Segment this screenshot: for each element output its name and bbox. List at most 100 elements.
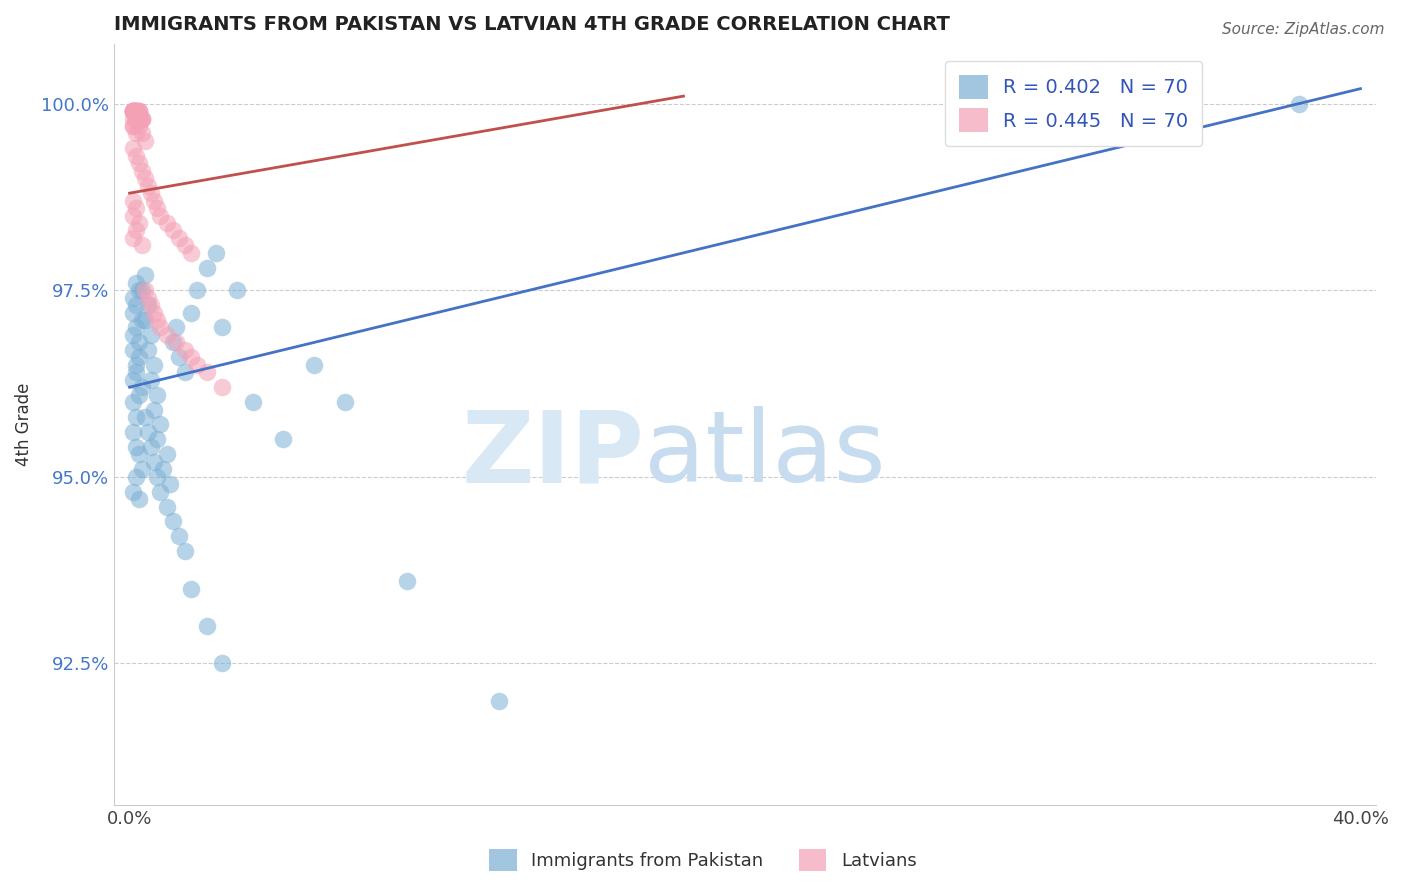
Point — [125, 358, 148, 372]
Point — [131, 112, 153, 126]
Point — [159, 477, 181, 491]
Point — [125, 410, 148, 425]
Point — [125, 112, 148, 126]
Point — [204, 245, 226, 260]
Point — [125, 149, 148, 163]
Point — [121, 103, 143, 118]
Point — [155, 500, 177, 514]
Point — [121, 103, 143, 118]
Point — [273, 433, 295, 447]
Point — [242, 395, 264, 409]
Point — [165, 335, 187, 350]
Point — [146, 433, 169, 447]
Point — [131, 283, 153, 297]
Point — [125, 365, 148, 379]
Point — [143, 194, 166, 208]
Point — [136, 178, 159, 193]
Point — [131, 380, 153, 394]
Point — [152, 462, 174, 476]
Point — [180, 582, 202, 596]
Point — [149, 320, 172, 334]
Point — [121, 103, 143, 118]
Point — [128, 103, 150, 118]
Point — [226, 283, 249, 297]
Point — [180, 245, 202, 260]
Point — [143, 402, 166, 417]
Point — [149, 209, 172, 223]
Point — [131, 238, 153, 252]
Point — [162, 335, 184, 350]
Legend: R = 0.402   N = 70, R = 0.445   N = 70: R = 0.402 N = 70, R = 0.445 N = 70 — [945, 62, 1202, 145]
Point — [146, 313, 169, 327]
Point — [146, 469, 169, 483]
Point — [131, 112, 153, 126]
Point — [125, 103, 148, 118]
Point — [211, 657, 233, 671]
Point — [125, 112, 148, 126]
Point — [139, 298, 162, 312]
Point — [143, 455, 166, 469]
Point — [121, 103, 143, 118]
Point — [128, 335, 150, 350]
Point — [128, 103, 150, 118]
Point — [146, 201, 169, 215]
Point — [125, 276, 148, 290]
Point — [139, 327, 162, 342]
Point — [167, 529, 190, 543]
Point — [302, 358, 325, 372]
Text: atlas: atlas — [644, 407, 886, 503]
Point — [136, 298, 159, 312]
Point — [186, 283, 208, 297]
Point — [134, 268, 156, 283]
Point — [136, 291, 159, 305]
Point — [195, 619, 218, 633]
Point — [162, 223, 184, 237]
Point — [333, 395, 356, 409]
Point — [125, 298, 148, 312]
Point — [180, 351, 202, 365]
Point — [125, 103, 148, 118]
Point — [121, 194, 143, 208]
Point — [139, 440, 162, 454]
Point — [125, 103, 148, 118]
Point — [195, 365, 218, 379]
Point — [121, 484, 143, 499]
Point — [131, 112, 153, 126]
Text: Source: ZipAtlas.com: Source: ZipAtlas.com — [1222, 22, 1385, 37]
Legend: Immigrants from Pakistan, Latvians: Immigrants from Pakistan, Latvians — [482, 842, 924, 879]
Point — [128, 119, 150, 133]
Text: ZIP: ZIP — [461, 407, 644, 503]
Point — [155, 216, 177, 230]
Point — [128, 351, 150, 365]
Point — [136, 343, 159, 357]
Point — [121, 103, 143, 118]
Point — [121, 305, 143, 319]
Point — [146, 387, 169, 401]
Point — [195, 260, 218, 275]
Point — [174, 238, 197, 252]
Point — [131, 127, 153, 141]
Point — [128, 103, 150, 118]
Point — [165, 320, 187, 334]
Point — [125, 127, 148, 141]
Point — [121, 231, 143, 245]
Point — [186, 358, 208, 372]
Point — [125, 440, 148, 454]
Point — [128, 156, 150, 170]
Point — [121, 395, 143, 409]
Point — [125, 201, 148, 215]
Point — [143, 358, 166, 372]
Point — [149, 484, 172, 499]
Point — [149, 417, 172, 432]
Point — [121, 141, 143, 155]
Point — [128, 112, 150, 126]
Point — [143, 305, 166, 319]
Point — [167, 231, 190, 245]
Point — [121, 327, 143, 342]
Point — [125, 469, 148, 483]
Point — [128, 492, 150, 507]
Point — [128, 387, 150, 401]
Point — [121, 119, 143, 133]
Point — [155, 327, 177, 342]
Point — [128, 216, 150, 230]
